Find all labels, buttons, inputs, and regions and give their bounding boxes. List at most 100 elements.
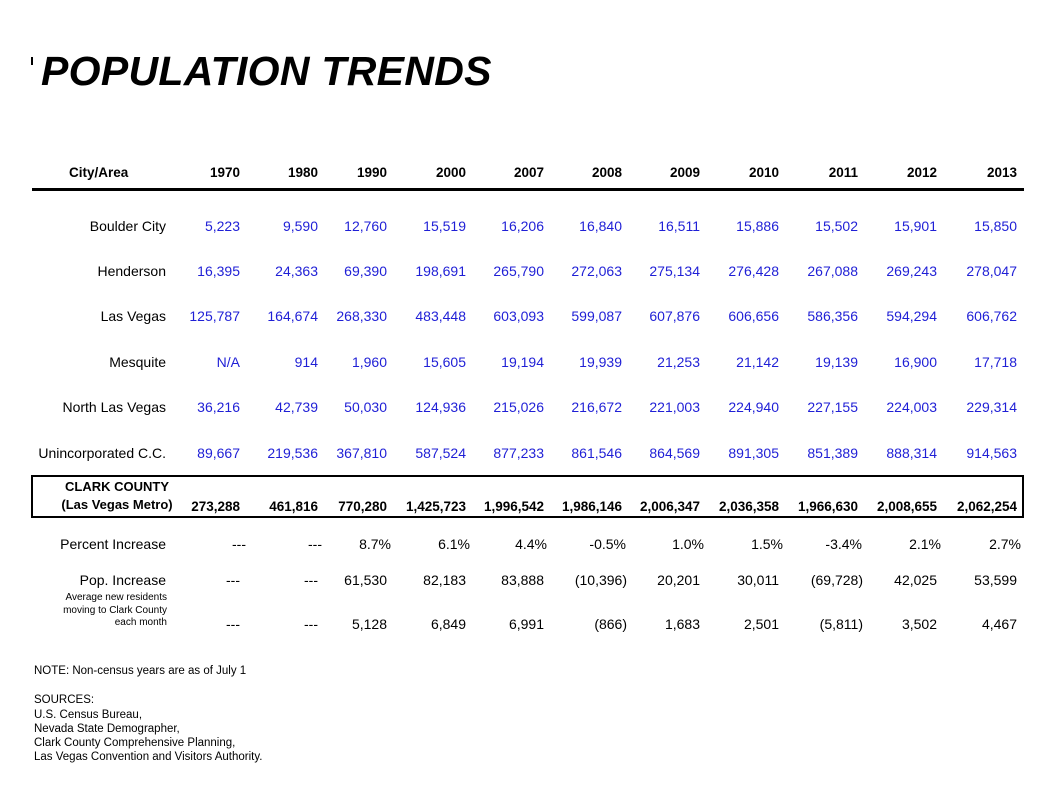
year-header: 2009 <box>669 165 700 180</box>
population-cell: 9,590 <box>282 218 318 234</box>
source-line: Nevada State Demographer, <box>34 723 180 735</box>
monthly-increase-cell: 6,849 <box>430 616 466 632</box>
clark-county-label: CLARK COUNTY (Las Vegas Metro) <box>33 478 201 514</box>
monthly-increase-cell: (866) <box>594 616 627 632</box>
population-cell: 21,253 <box>657 354 700 370</box>
population-cell: 268,330 <box>336 308 387 324</box>
population-cell: 606,762 <box>966 308 1017 324</box>
city-name: Boulder City <box>89 218 166 234</box>
monthly-increase-cell: 3,502 <box>901 616 937 632</box>
population-cell: 272,063 <box>571 263 622 279</box>
population-cell: 5,223 <box>204 218 240 234</box>
monthly-increase-cell: 6,991 <box>508 616 544 632</box>
population-cell: 219,536 <box>267 445 318 461</box>
city-name: Mesquite <box>109 354 166 370</box>
pop-increase-cell: 82,183 <box>423 572 466 588</box>
population-cell: 19,939 <box>579 354 622 370</box>
monthly-increase-cell: 1,683 <box>664 616 700 632</box>
clark-county-total: 770,280 <box>338 499 387 514</box>
population-cell: 367,810 <box>336 445 387 461</box>
percent-increase-cell: 4.4% <box>515 536 547 552</box>
population-cell: 587,524 <box>415 445 466 461</box>
pop-increase-cell: 53,599 <box>974 572 1017 588</box>
note-text: NOTE: Non-census years are as of July 1 <box>34 665 247 677</box>
city-name: Unincorporated C.C. <box>38 445 166 461</box>
percent-increase-cell: -3.4% <box>825 536 862 552</box>
city-name: North Las Vegas <box>62 399 166 415</box>
population-cell: 1,960 <box>351 354 387 370</box>
pop-increase-cell: 61,530 <box>344 572 387 588</box>
population-cell: 19,194 <box>501 354 544 370</box>
percent-increase-cell: --- <box>308 536 322 552</box>
page-title: POPULATION TRENDS <box>41 48 492 94</box>
percent-increase-label: Percent Increase <box>60 536 166 552</box>
population-cell: 594,294 <box>886 308 937 324</box>
percent-increase-cell: -0.5% <box>589 536 626 552</box>
population-cell: 19,139 <box>815 354 858 370</box>
column-header-city: City/Area <box>69 165 129 180</box>
percent-increase-cell: 1.0% <box>672 536 704 552</box>
percent-increase-cell: --- <box>232 536 246 552</box>
pop-increase-cell: --- <box>304 572 318 588</box>
clark-county-total: 2,062,254 <box>956 499 1017 514</box>
monthly-increase-cell: --- <box>226 616 240 632</box>
year-header: 2008 <box>591 165 622 180</box>
clark-county-total: 1,425,723 <box>405 499 466 514</box>
pop-increase-cell: 20,201 <box>657 572 700 588</box>
population-cell: 891,305 <box>728 445 779 461</box>
monthly-increase-cell: 5,128 <box>351 616 387 632</box>
percent-increase-cell: 2.1% <box>909 536 941 552</box>
population-cell: 877,233 <box>493 445 544 461</box>
monthly-label-line3: each month <box>114 617 167 628</box>
monthly-increase-cell: --- <box>304 616 318 632</box>
population-cell: 276,428 <box>728 263 779 279</box>
clark-county-total: 273,288 <box>191 499 240 514</box>
population-cell: 198,691 <box>415 263 466 279</box>
population-cell: 16,900 <box>894 354 937 370</box>
year-header: 1980 <box>287 165 318 180</box>
population-cell: 16,511 <box>658 218 700 234</box>
population-cell: 483,448 <box>415 308 466 324</box>
population-cell: 12,760 <box>344 218 387 234</box>
monthly-increase-cell: 2,501 <box>743 616 779 632</box>
population-cell: 15,850 <box>974 218 1017 234</box>
population-cell: 89,667 <box>197 445 240 461</box>
year-header: 2007 <box>513 165 544 180</box>
population-cell: 269,243 <box>886 263 937 279</box>
clark-county-total: 1,986,146 <box>561 499 622 514</box>
population-cell: 16,206 <box>501 218 544 234</box>
population-cell: 124,936 <box>415 399 466 415</box>
population-cell: 69,390 <box>344 263 387 279</box>
population-cell: 36,216 <box>197 399 240 415</box>
pop-increase-cell: 83,888 <box>501 572 544 588</box>
population-cell: 215,026 <box>493 399 544 415</box>
monthly-increase-cell: 4,467 <box>981 616 1017 632</box>
percent-increase-cell: 2.7% <box>989 536 1021 552</box>
year-header: 2000 <box>435 165 466 180</box>
population-cell: 21,142 <box>736 354 779 370</box>
source-line: Clark County Comprehensive Planning, <box>34 737 236 749</box>
population-cell: 224,940 <box>728 399 779 415</box>
population-cell: 888,314 <box>886 445 937 461</box>
population-cell: 224,003 <box>886 399 937 415</box>
population-cell: 15,605 <box>423 354 466 370</box>
population-cell: 42,739 <box>275 399 318 415</box>
percent-increase-cell: 6.1% <box>438 536 470 552</box>
population-cell: 914 <box>294 354 318 370</box>
year-header: 1970 <box>209 165 240 180</box>
monthly-increase-cell: (5,811) <box>819 616 863 632</box>
pop-increase-label: Pop. Increase <box>79 572 166 588</box>
city-name: Las Vegas <box>100 308 166 324</box>
clark-county-total: 2,036,358 <box>718 499 779 514</box>
population-cell: 267,088 <box>807 263 858 279</box>
population-cell: 851,389 <box>807 445 858 461</box>
year-header: 2011 <box>828 165 858 180</box>
population-cell: 599,087 <box>571 308 622 324</box>
population-cell: 864,569 <box>649 445 700 461</box>
population-cell: 15,502 <box>815 218 858 234</box>
clark-county-label-line1: CLARK COUNTY <box>65 479 169 494</box>
source-line: Las Vegas Convention and Visitors Author… <box>34 751 263 763</box>
clark-county-total: 1,996,542 <box>483 499 544 514</box>
population-cell: 278,047 <box>966 263 1017 279</box>
population-cell: 16,840 <box>579 218 622 234</box>
